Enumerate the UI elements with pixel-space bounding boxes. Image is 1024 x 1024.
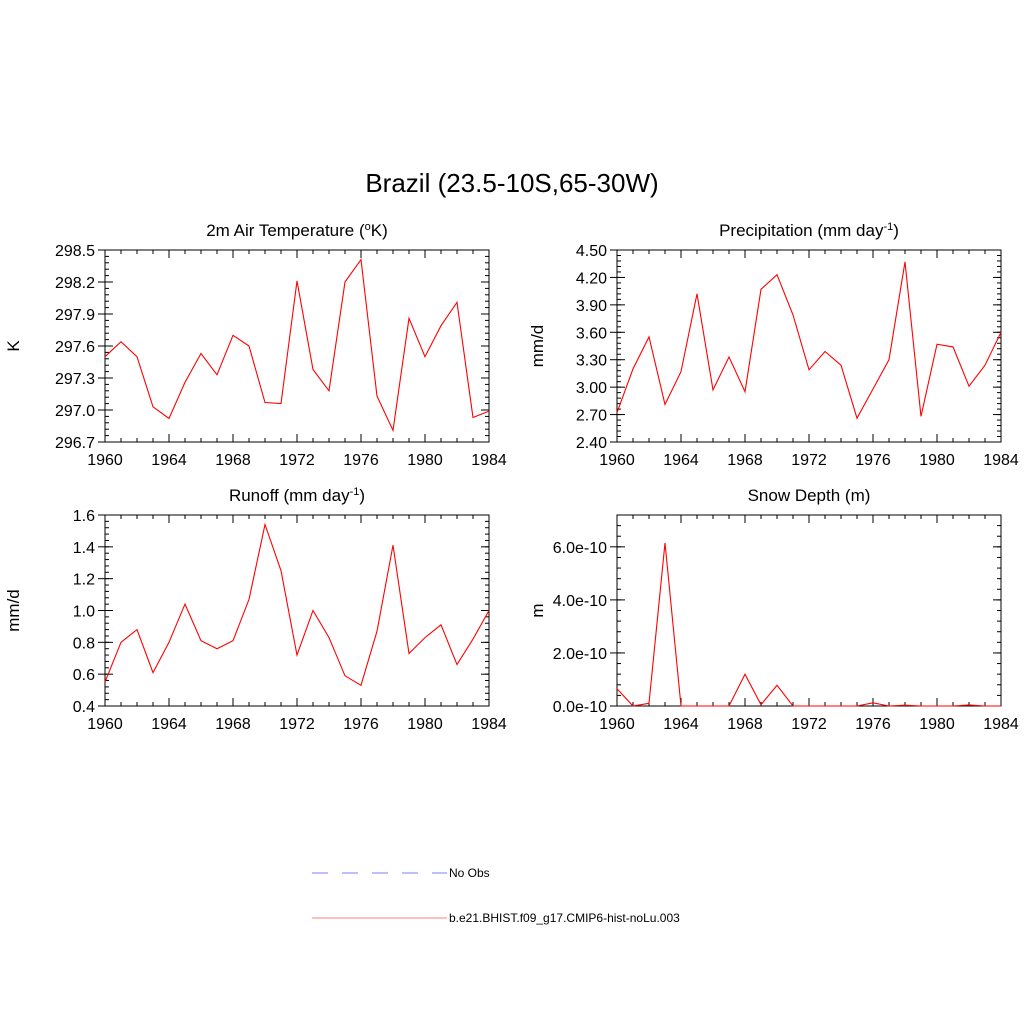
- series-line-temperature: [104, 258, 490, 433]
- x-tick-label: 1964: [663, 452, 699, 469]
- plot-frame: [616, 249, 1002, 443]
- panel-title-main: Precipitation (mm day: [719, 221, 884, 240]
- y-tick-label: 1.4: [73, 540, 95, 557]
- series-line-precipitation: [616, 261, 1002, 420]
- y-tick-label: 1.0: [73, 604, 95, 621]
- panel-title-end: K): [371, 221, 388, 240]
- panel-title-main: Runoff (mm day: [229, 486, 350, 505]
- y-tick-label: 3.00: [576, 380, 607, 397]
- x-tick-label: 1980: [407, 452, 443, 469]
- series-line-snow-depth: [616, 542, 1001, 707]
- series-line-runoff: [104, 522, 490, 687]
- x-tick-label: 1976: [343, 452, 379, 469]
- legend-model-label: b.e21.BHIST.f09_g17.CMIP6-hist-noLu.003: [449, 911, 680, 925]
- y-tick-label: 297.0: [55, 403, 95, 420]
- panel-precipitation: Precipitation (mm day-1) mm/d 1960 1964 1968…: [528, 221, 1019, 469]
- panel-title-end: ): [359, 486, 365, 505]
- panel-runoff: Runoff (mm day-1) mm/d 1960 1964 1968 1972 197…: [4, 486, 507, 733]
- x-tick-label: 1980: [919, 452, 955, 469]
- panel-title-end: ): [893, 221, 899, 240]
- y-tick-label: 6.0e-10: [553, 540, 607, 557]
- panel-title-superscript: o: [365, 221, 371, 233]
- panel-snow-depth: Snow Depth (m) m 1960 1964 1968 1972 1976 1980 1…: [528, 486, 1019, 733]
- x-tick-label: 1968: [215, 452, 251, 469]
- y-axis-label: K: [4, 340, 23, 352]
- x-tick-label: 1972: [279, 452, 315, 469]
- y-tick-label: 0.4: [73, 699, 95, 716]
- panel-temperature: 2m Air Temperature (oK) K 1960 1964 1968 1972…: [4, 221, 507, 469]
- y-tick-label: 298.2: [55, 275, 95, 292]
- y-axis-label: mm/d: [4, 589, 23, 632]
- x-tick-label: 1960: [87, 452, 123, 469]
- panel-title: 2m Air Temperature (oK): [206, 221, 388, 240]
- panels-group: 2m Air Temperature (oK) K 1960 1964 1968 1972…: [4, 221, 1019, 733]
- y-tick-label: 4.20: [576, 270, 607, 287]
- y-tick-label: 2.40: [576, 435, 607, 452]
- x-tick-label: 1960: [87, 716, 123, 733]
- y-tick-label: 2.70: [576, 408, 607, 425]
- y-tick-label: 298.5: [55, 243, 95, 260]
- panel-title-main: 2m Air Temperature (: [206, 221, 365, 240]
- x-tick-label: 1976: [855, 452, 891, 469]
- x-tick-label: 1972: [279, 716, 315, 733]
- y-tick-label: 1.6: [73, 508, 95, 525]
- x-tick-label: 1968: [215, 716, 251, 733]
- x-tick-label: 1984: [471, 716, 507, 733]
- x-tick-label: 1984: [983, 716, 1019, 733]
- x-tick-label: 1964: [151, 716, 187, 733]
- x-tick-label: 1960: [599, 452, 635, 469]
- y-tick-label: 296.7: [55, 435, 95, 452]
- figure-title: Brazil (23.5-10S,65-30W): [365, 168, 659, 198]
- y-tick-label: 1.2: [73, 572, 95, 589]
- panel-title: Runoff (mm day-1): [229, 486, 365, 505]
- y-tick-label: 4.50: [576, 243, 607, 260]
- x-tick-label: 1964: [151, 452, 187, 469]
- x-tick-label: 1972: [791, 452, 827, 469]
- y-tick-label: 297.3: [55, 371, 95, 388]
- y-axis-label: mm/d: [528, 325, 547, 368]
- y-tick-label: 297.6: [55, 339, 95, 356]
- y-tick-label: 3.90: [576, 298, 607, 315]
- panel-title-main: Snow Depth (m): [748, 486, 871, 505]
- x-tick-label: 1980: [919, 716, 955, 733]
- y-tick-label: 297.9: [55, 307, 95, 324]
- x-tick-label: 1976: [343, 716, 379, 733]
- legend-obs-label: No Obs: [449, 866, 490, 880]
- y-tick-label: 4.0e-10: [553, 593, 607, 610]
- x-tick-label: 1960: [599, 716, 635, 733]
- plot-frame: [616, 514, 1002, 707]
- y-axis-label: m: [528, 603, 547, 617]
- panel-title: Precipitation (mm day-1): [719, 221, 899, 240]
- x-tick-label: 1984: [471, 452, 507, 469]
- x-tick-label: 1964: [663, 716, 699, 733]
- x-tick-label: 1980: [407, 716, 443, 733]
- x-tick-label: 1968: [727, 716, 763, 733]
- y-tick-label: 3.30: [576, 353, 607, 370]
- x-tick-label: 1968: [727, 452, 763, 469]
- x-tick-label: 1972: [791, 716, 827, 733]
- panel-title: Snow Depth (m): [748, 486, 871, 505]
- x-tick-label: 1984: [983, 452, 1019, 469]
- y-tick-label: 0.8: [73, 635, 95, 652]
- y-tick-label: 3.60: [576, 325, 607, 342]
- y-tick-label: 2.0e-10: [553, 646, 607, 663]
- y-tick-label: 0.0e-10: [553, 699, 607, 716]
- legend: No Obs b.e21.BHIST.f09_g17.CMIP6-hist-no…: [312, 866, 680, 925]
- x-tick-label: 1976: [855, 716, 891, 733]
- panel-title-superscript: -1: [883, 221, 893, 233]
- plot-frame: [104, 514, 490, 707]
- panel-title-superscript: -1: [350, 486, 360, 498]
- y-tick-label: 0.6: [73, 667, 95, 684]
